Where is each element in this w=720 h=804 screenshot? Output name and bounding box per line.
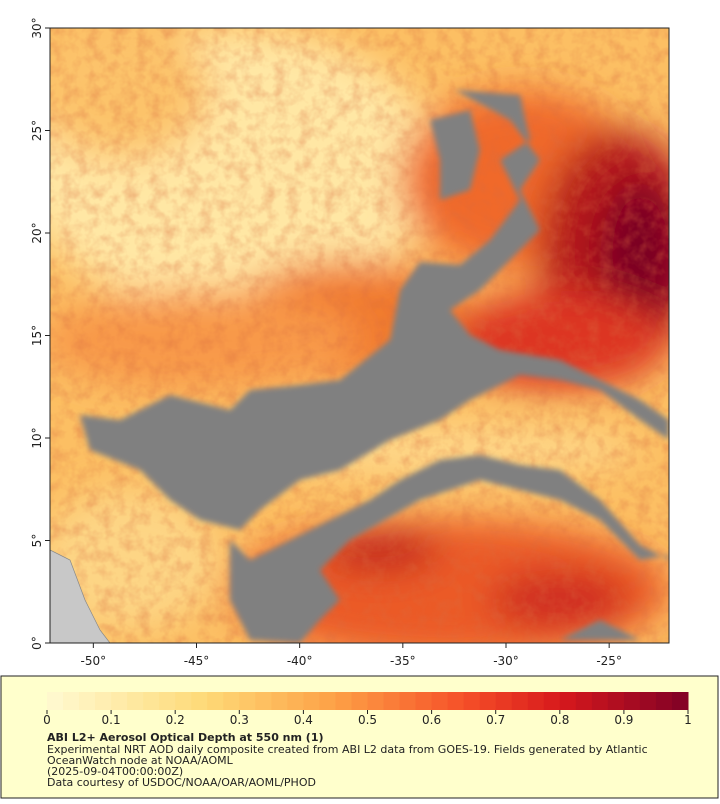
colorbar-tick-label: 0.4 bbox=[294, 713, 313, 727]
y-tick-label: 10° bbox=[30, 427, 44, 448]
colorbar-step bbox=[255, 692, 272, 710]
land bbox=[50, 549, 111, 643]
colorbar-step bbox=[479, 692, 497, 710]
colorbar-step bbox=[47, 692, 64, 710]
colorbar-step bbox=[655, 692, 673, 710]
title: ABI L2+ Aerosol Optical Depth at 550 nm … bbox=[47, 731, 324, 744]
colorbar-step bbox=[511, 692, 529, 710]
colorbar-tick-label: 0.3 bbox=[230, 713, 249, 727]
colorbar-tick-label: 0.5 bbox=[358, 713, 377, 727]
colorbar-step bbox=[207, 692, 224, 710]
note: Data courtesy of USDOC/NOAA/OAR/AOML/PHO… bbox=[47, 776, 316, 789]
colorbar-step bbox=[159, 692, 176, 710]
colorbar-step bbox=[607, 692, 625, 710]
colorbar-step bbox=[591, 692, 609, 710]
colorbar-step bbox=[351, 692, 368, 710]
colorbar-step bbox=[303, 692, 320, 710]
x-tick-label: -45° bbox=[184, 654, 210, 668]
colorbar-step bbox=[383, 692, 401, 710]
colorbar-step bbox=[143, 692, 160, 710]
colorbar-step bbox=[543, 692, 561, 710]
note: (2025-09-04T00:00:00Z) bbox=[47, 765, 183, 778]
colorbar-step bbox=[319, 692, 336, 710]
note: Experimental NRT AOD daily composite cre… bbox=[47, 743, 648, 756]
colorbar-step bbox=[367, 692, 385, 710]
colorbar-step bbox=[335, 692, 352, 710]
y-tick-label: 5° bbox=[30, 534, 44, 548]
colorbar-tick-label: 0.2 bbox=[166, 713, 185, 727]
x-tick-label: -40° bbox=[287, 654, 313, 668]
colorbar-tick-label: 0.8 bbox=[550, 713, 569, 727]
colorbar-step bbox=[63, 692, 80, 710]
colorbar-tick-label: 0.6 bbox=[422, 713, 441, 727]
colorbar-step bbox=[527, 692, 545, 710]
colorbar-step bbox=[223, 692, 240, 710]
colorbar-step bbox=[95, 692, 112, 710]
colorbar-step bbox=[239, 692, 256, 710]
colorbar-step bbox=[671, 692, 689, 710]
colorbar-step bbox=[287, 692, 304, 710]
colorbar-tick-label: 0.1 bbox=[102, 713, 121, 727]
colorbar-tick-label: 0.7 bbox=[486, 713, 505, 727]
colorbar-step bbox=[399, 692, 417, 710]
colorbar-tick-label: 0 bbox=[43, 713, 51, 727]
x-tick-label: -35° bbox=[390, 654, 416, 668]
note: OceanWatch node at NOAA/AOML bbox=[47, 754, 234, 767]
colorbar-step bbox=[127, 692, 144, 710]
y-tick-label: 0° bbox=[30, 636, 44, 650]
colorbar-step bbox=[559, 692, 577, 710]
y-tick-label: 20° bbox=[30, 222, 44, 243]
colorbar-step bbox=[463, 692, 481, 710]
y-tick-label: 15° bbox=[30, 325, 44, 346]
colorbar-step bbox=[575, 692, 593, 710]
colorbar-step bbox=[431, 692, 449, 710]
colorbar-step bbox=[495, 692, 513, 710]
x-tick-label: -30° bbox=[493, 654, 519, 668]
x-tick-label: -50° bbox=[81, 654, 107, 668]
colorbar-step bbox=[639, 692, 657, 710]
y-tick-label: 25° bbox=[30, 120, 44, 141]
x-tick-label: -25° bbox=[596, 654, 622, 668]
colorbar-step bbox=[191, 692, 208, 710]
colorbar-tick-label: 1 bbox=[684, 713, 692, 727]
y-tick-label: 30° bbox=[30, 17, 44, 38]
colorbar-step bbox=[415, 692, 433, 710]
colorbar: 0 0.1 0.2 0.3 0.4 0.5 0.6 0.7 0.8 0.9 1 bbox=[43, 692, 692, 727]
colorbar-step bbox=[79, 692, 96, 710]
aod-raster bbox=[50, 28, 669, 643]
colorbar-step bbox=[175, 692, 192, 710]
colorbar-tick-label: 0.9 bbox=[614, 713, 633, 727]
colorbar-step bbox=[271, 692, 288, 710]
colorbar-step bbox=[111, 692, 128, 710]
colorbar-step bbox=[447, 692, 465, 710]
colorbar-step bbox=[623, 692, 641, 710]
